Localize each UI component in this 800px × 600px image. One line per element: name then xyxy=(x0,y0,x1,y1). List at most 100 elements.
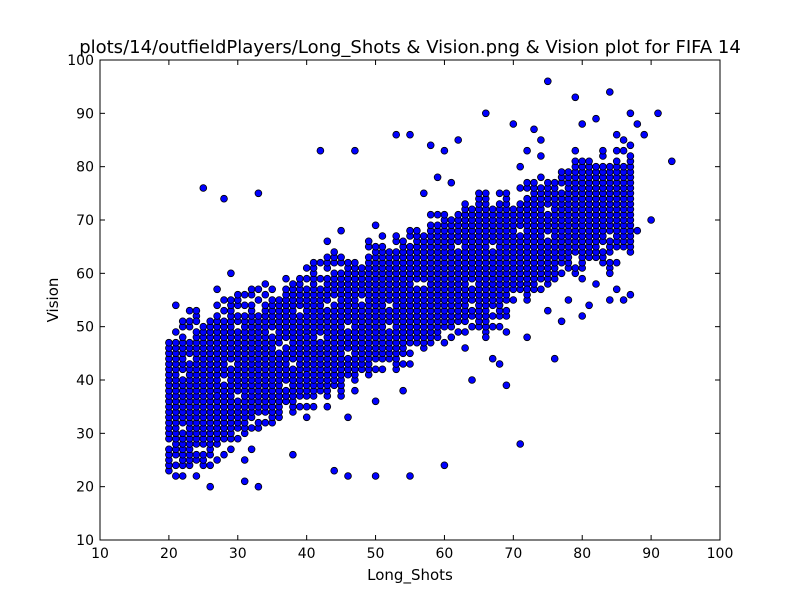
scatter-point xyxy=(578,274,586,283)
scatter-point xyxy=(454,136,463,144)
scatter-point xyxy=(227,365,235,374)
scatter-point xyxy=(282,386,290,395)
scatter-point xyxy=(433,210,442,219)
scatter-point xyxy=(234,397,242,406)
scatter-point xyxy=(268,285,277,294)
scatter-point xyxy=(488,248,497,256)
scatter-point xyxy=(475,189,483,198)
scatter-point xyxy=(337,226,345,235)
scatter-point xyxy=(165,338,173,347)
scatter-point xyxy=(550,178,559,187)
scatter-point xyxy=(488,205,497,214)
scatter-point xyxy=(213,301,221,310)
scatter-point xyxy=(178,333,187,342)
scatter-point xyxy=(543,210,552,219)
scatter-point xyxy=(640,130,648,139)
scatter-point xyxy=(185,306,194,315)
scatter-point xyxy=(323,274,332,283)
scatter-point xyxy=(220,194,228,203)
x-axis-label: Long_Shots xyxy=(367,566,453,585)
scatter-point xyxy=(227,445,235,454)
scatter-point xyxy=(433,221,442,230)
scatter-point xyxy=(605,258,614,267)
scatter-point xyxy=(564,168,573,176)
scatter-point xyxy=(351,386,359,395)
scatter-point xyxy=(605,162,614,171)
scatter-point xyxy=(406,360,414,368)
scatter-point xyxy=(254,418,263,427)
scatter-point xyxy=(275,349,283,358)
scatter-point xyxy=(399,386,407,395)
scatter-point xyxy=(495,200,504,208)
scatter-point xyxy=(185,338,194,347)
scatter-point xyxy=(667,157,676,166)
y-axis-ticks: 10 20 30 40 50 60 70 80 90 100 xyxy=(67,53,720,549)
scatter-point xyxy=(406,472,414,480)
scatter-point xyxy=(543,306,552,315)
scatter-point xyxy=(392,248,401,256)
scatter-point xyxy=(564,296,573,304)
scatter-point xyxy=(247,424,256,432)
scatter-point xyxy=(592,280,600,288)
x-tick-label: 90 xyxy=(642,546,660,562)
scatter-point xyxy=(557,189,566,198)
scatter-point xyxy=(330,301,339,310)
scatter-point xyxy=(419,232,428,240)
scatter-point xyxy=(295,312,304,320)
scatter-point xyxy=(192,306,201,315)
scatter-point xyxy=(220,296,228,304)
scatter-point xyxy=(247,445,256,454)
scatter-point xyxy=(351,146,359,155)
scatter-point xyxy=(178,429,187,438)
scatter-point xyxy=(213,392,221,400)
scatter-point xyxy=(502,328,511,336)
scatter-point xyxy=(495,322,504,331)
scatter-point xyxy=(254,285,263,294)
scatter-point xyxy=(399,360,407,368)
y-axis-label: Vision xyxy=(44,278,62,323)
scatter-point xyxy=(234,328,242,336)
scatter-point xyxy=(468,376,476,384)
scatter-point xyxy=(261,301,270,310)
scatter-point xyxy=(240,456,249,464)
scatter-point xyxy=(509,296,518,304)
scatter-point xyxy=(447,216,456,224)
scatter-point xyxy=(516,162,524,171)
scatter-point xyxy=(619,162,628,171)
scatter-point xyxy=(351,258,359,267)
x-tick-label: 10 xyxy=(91,546,109,562)
scatter-point xyxy=(440,210,449,219)
scatter-point xyxy=(213,285,221,294)
scatter-point xyxy=(302,264,311,272)
scatter-point xyxy=(516,184,524,192)
scatter-point xyxy=(599,248,607,256)
scatter-point xyxy=(599,146,607,155)
scatter-point xyxy=(282,274,290,283)
scatter-point xyxy=(599,162,607,171)
scatter-point xyxy=(537,184,545,192)
scatter-point xyxy=(261,290,270,299)
scatter-point xyxy=(206,482,215,491)
scatter-point xyxy=(247,301,256,310)
y-tick-label: 40 xyxy=(76,373,94,389)
scatter-point xyxy=(227,269,235,278)
scatter-point xyxy=(523,146,531,155)
scatter-point xyxy=(289,450,297,459)
scatter-point xyxy=(543,178,552,187)
scatter-point xyxy=(344,413,352,422)
y-tick-label: 20 xyxy=(76,480,94,496)
scatter-point xyxy=(302,370,311,379)
scatter-point xyxy=(220,317,228,326)
y-tick-label: 50 xyxy=(76,320,94,336)
scatter-point xyxy=(481,189,490,198)
scatter-point xyxy=(626,141,635,150)
scatter-point xyxy=(378,365,387,374)
plot-frame xyxy=(99,59,721,541)
scatter-point xyxy=(185,317,194,326)
scatter-point xyxy=(419,285,428,294)
scatter-point xyxy=(337,269,345,278)
scatter-point xyxy=(165,445,173,454)
scatter-point xyxy=(543,77,552,86)
scatter-point xyxy=(234,290,242,299)
